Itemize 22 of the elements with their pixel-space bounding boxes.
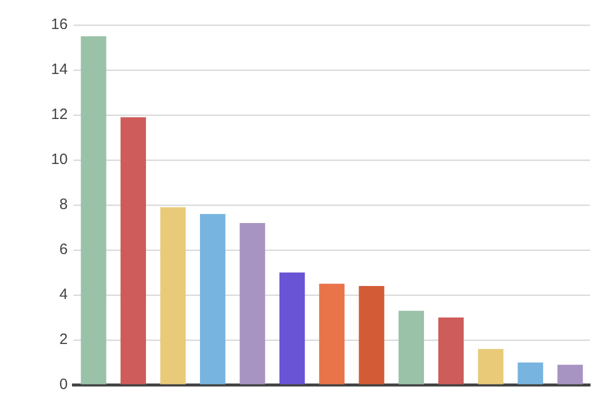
y-tick-label: 4 xyxy=(59,286,68,304)
bar xyxy=(478,349,504,384)
y-tick-label: 8 xyxy=(59,196,68,214)
bar xyxy=(398,310,424,384)
y-tick-label: 12 xyxy=(50,106,68,124)
y-tick-label: 2 xyxy=(59,331,68,348)
y-tick-label: 0 xyxy=(59,376,68,394)
bar xyxy=(160,207,186,384)
bar xyxy=(240,223,266,384)
bar xyxy=(438,318,464,384)
y-tick-label: 10 xyxy=(50,151,68,168)
y-tick-label: 6 xyxy=(59,241,68,258)
bar xyxy=(120,117,146,384)
bar xyxy=(557,364,583,384)
bar xyxy=(279,272,305,384)
bar xyxy=(358,286,384,384)
bar xyxy=(518,362,544,384)
bar xyxy=(319,284,345,384)
bar xyxy=(200,214,226,384)
y-tick-label: 16 xyxy=(50,16,68,34)
y-tick-label: 14 xyxy=(50,61,68,78)
bar xyxy=(80,36,106,384)
